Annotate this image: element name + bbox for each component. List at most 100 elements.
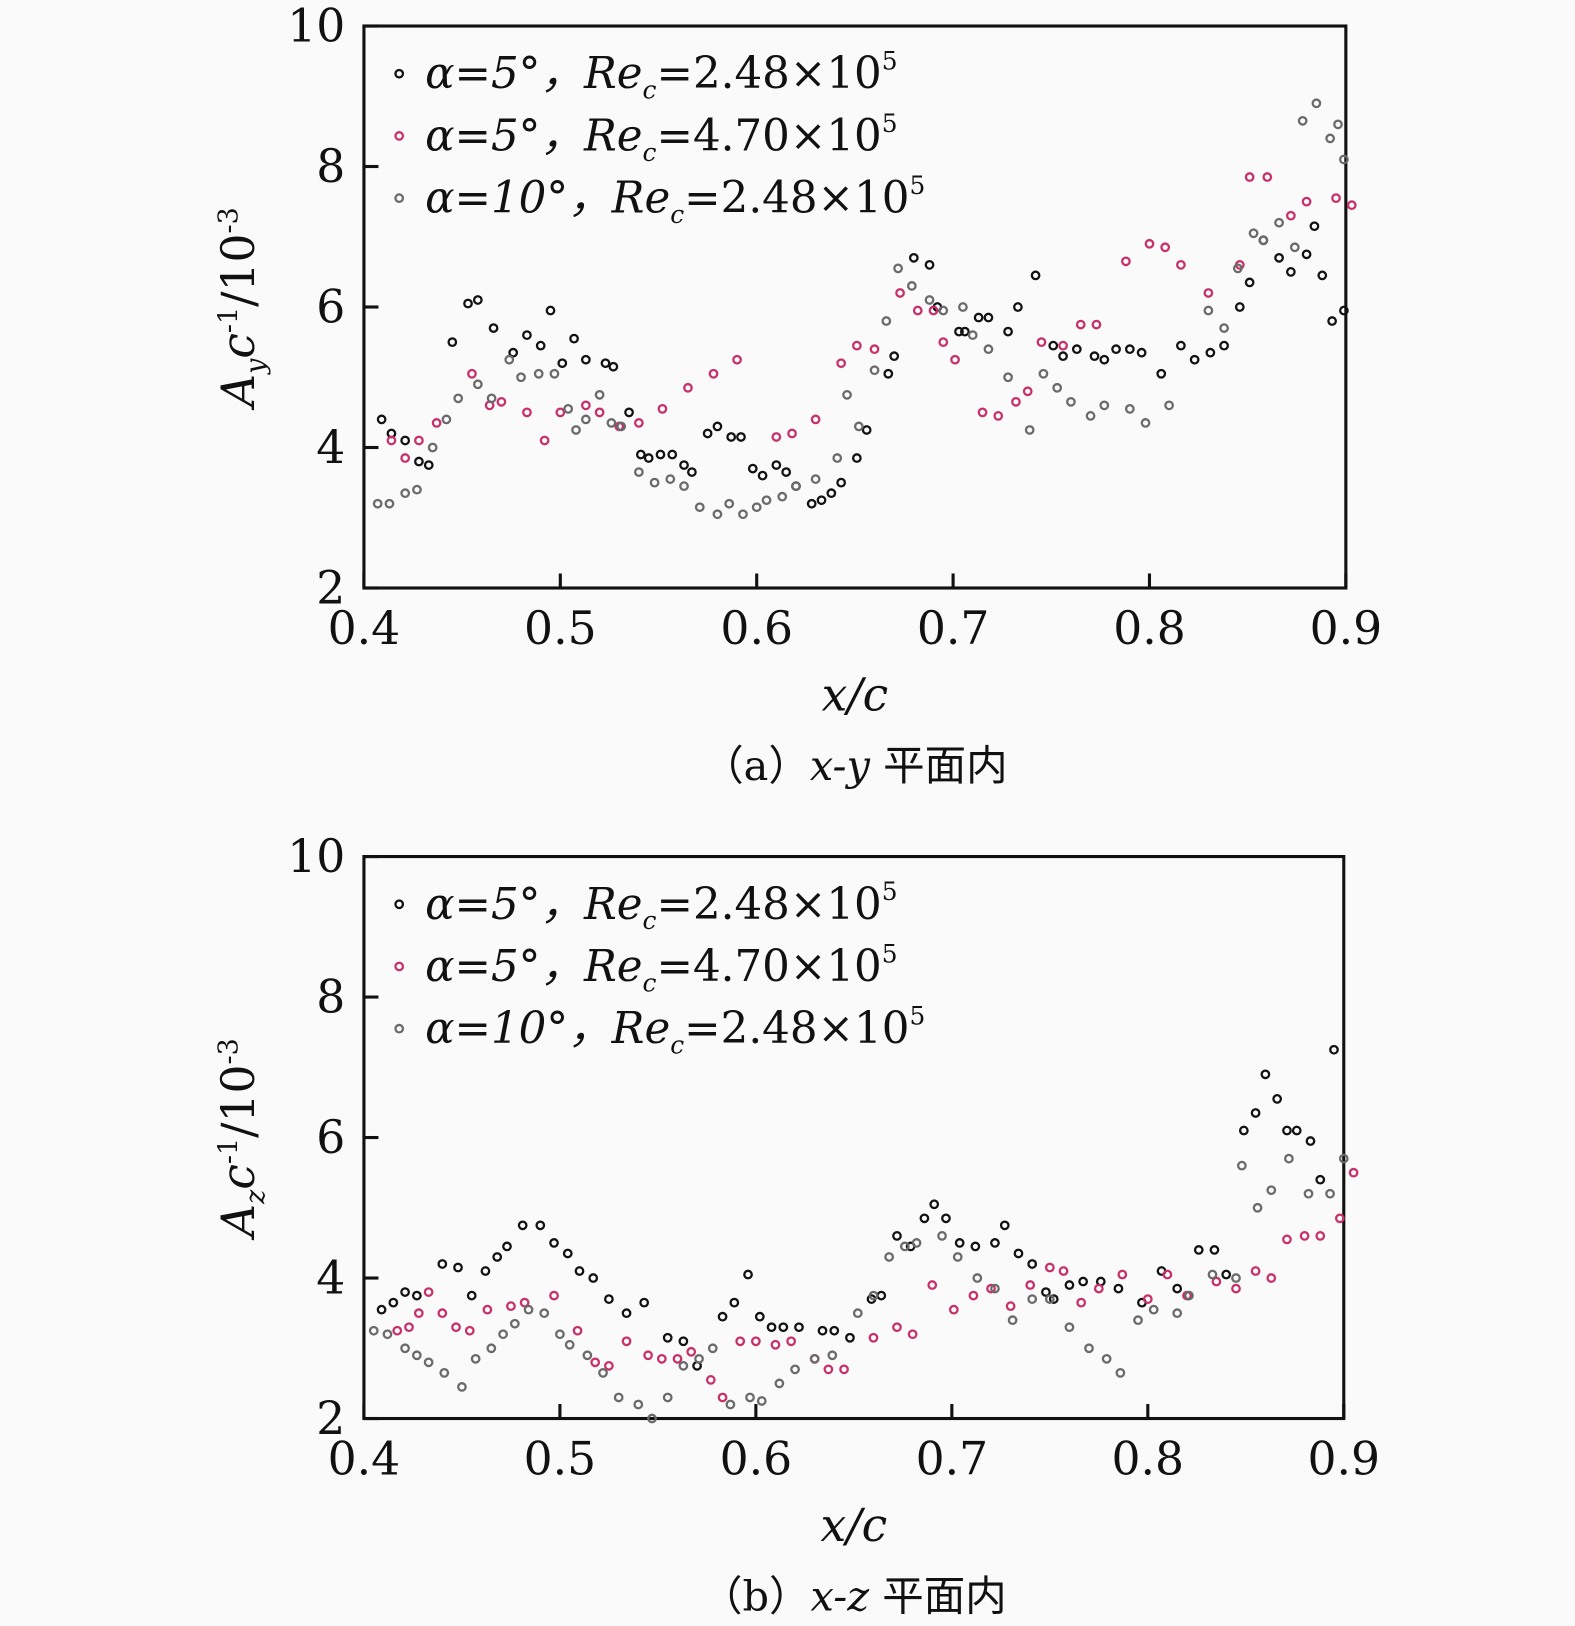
data-point xyxy=(694,502,705,513)
data-point xyxy=(467,368,477,379)
data-point xyxy=(1022,386,1033,397)
data-point xyxy=(970,1241,981,1252)
data-point xyxy=(557,358,568,369)
data-point xyxy=(384,498,395,509)
data-point xyxy=(832,453,843,463)
data-point xyxy=(839,1364,849,1375)
data-point xyxy=(376,1304,387,1315)
data-point xyxy=(1311,98,1322,109)
data-point xyxy=(941,1213,951,1224)
data-point xyxy=(869,365,880,376)
data-point xyxy=(1285,210,1296,221)
data-point xyxy=(766,1322,777,1333)
legend-marker xyxy=(394,131,405,141)
series-2 xyxy=(392,1167,1359,1403)
data-point xyxy=(938,305,949,316)
data-point xyxy=(372,498,383,509)
data-point xyxy=(770,1339,781,1350)
data-point xyxy=(1309,221,1320,232)
data-point xyxy=(613,1392,624,1403)
data-point xyxy=(411,1290,422,1301)
data-point xyxy=(683,382,693,393)
plot-frame xyxy=(362,854,1346,1421)
data-point xyxy=(1250,1266,1261,1276)
data-point xyxy=(952,1252,963,1262)
data-point xyxy=(1013,302,1023,312)
data-point xyxy=(1315,1231,1326,1241)
y-tick-label: 10 xyxy=(287,830,345,883)
legend-exp: 5 xyxy=(882,939,898,968)
data-point xyxy=(539,1308,550,1319)
data-point xyxy=(519,1297,530,1308)
data-point xyxy=(829,1325,840,1336)
data-point xyxy=(1282,1234,1292,1245)
data-point xyxy=(679,481,689,492)
x-tick-label: 0.6 xyxy=(720,1433,793,1486)
y-axis-label: Azc-1/10-3 xyxy=(212,1038,271,1241)
data-point xyxy=(376,414,387,425)
y-label-part: /10 xyxy=(212,1064,265,1137)
data-point xyxy=(643,453,654,463)
data-point xyxy=(572,1325,583,1336)
data-point xyxy=(549,1290,559,1301)
data-point xyxy=(1301,249,1312,260)
data-point xyxy=(437,1308,448,1319)
data-point xyxy=(954,326,964,337)
data-point xyxy=(973,312,984,323)
data-point xyxy=(1189,354,1200,365)
legend-re: Re xyxy=(583,111,643,161)
data-point xyxy=(400,435,411,446)
legend-alpha: α=10°， xyxy=(425,1004,612,1054)
data-point xyxy=(582,1350,593,1361)
data-point xyxy=(466,1290,477,1301)
data-point xyxy=(912,305,923,316)
data-point xyxy=(1044,1262,1055,1273)
data-point xyxy=(1262,172,1273,182)
data-point xyxy=(717,1392,728,1403)
data-point xyxy=(1025,1280,1036,1290)
legend-marker xyxy=(394,899,405,910)
legend-re-sub: c xyxy=(643,968,657,997)
data-point xyxy=(1133,1315,1143,1326)
data-point xyxy=(382,1329,393,1340)
data-point xyxy=(937,1231,947,1241)
data-point xyxy=(1076,1297,1087,1308)
data-point xyxy=(751,502,762,513)
legend-value: =4.70×10 xyxy=(656,942,881,992)
data-point xyxy=(1099,400,1110,411)
x-axis-label: x/c xyxy=(822,668,889,721)
data-point xyxy=(781,467,792,477)
legend-re-sub: c xyxy=(670,1031,684,1060)
data-point xyxy=(852,1308,863,1319)
data-point xyxy=(761,495,772,506)
data-point xyxy=(508,347,519,358)
data-point xyxy=(464,1325,475,1336)
data-point xyxy=(836,358,847,369)
data-point xyxy=(1091,319,1102,330)
data-point xyxy=(1284,1153,1294,1164)
data-point xyxy=(1299,1231,1310,1241)
data-point xyxy=(1234,302,1245,312)
data-point xyxy=(827,1350,838,1361)
data-point xyxy=(634,467,644,477)
data-point xyxy=(1339,154,1349,165)
data-point xyxy=(594,407,605,418)
data-point xyxy=(472,379,483,390)
y-tick-label: 8 xyxy=(316,971,345,1024)
legend-alpha: α=5°， xyxy=(425,880,584,930)
data-point xyxy=(736,432,746,442)
data-point xyxy=(535,340,546,351)
data-point xyxy=(707,1343,718,1354)
data-point xyxy=(842,389,852,400)
data-point xyxy=(1219,340,1229,351)
y-axis-label: Ayc-1/10-3 xyxy=(212,207,271,411)
data-point xyxy=(1274,252,1284,263)
data-point xyxy=(482,1304,493,1315)
data-point xyxy=(1266,1273,1277,1283)
data-point xyxy=(662,1332,673,1343)
data-point xyxy=(571,425,581,435)
data-point xyxy=(427,442,438,453)
data-point xyxy=(1011,396,1021,407)
data-point xyxy=(972,1273,983,1283)
